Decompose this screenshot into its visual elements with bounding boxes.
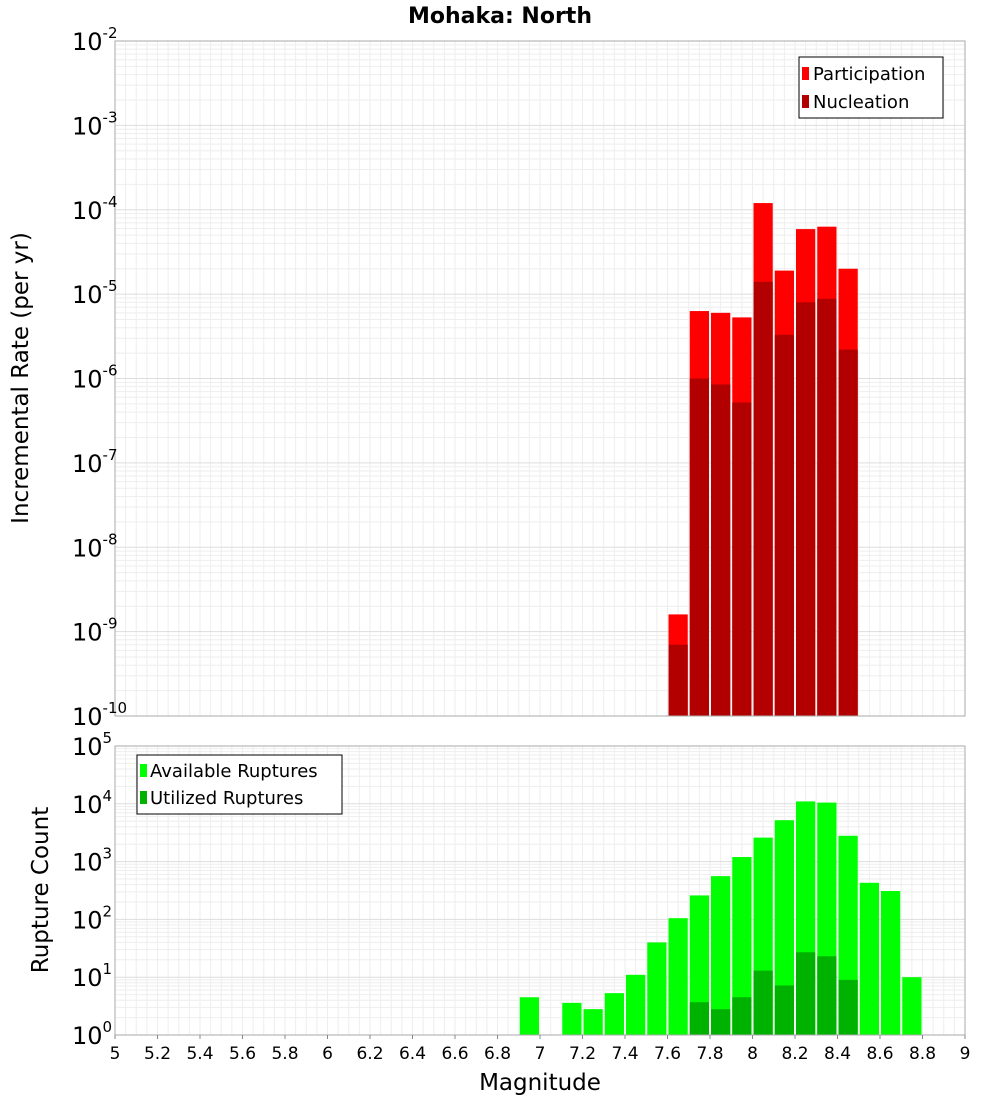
top-bar-nucleation [774, 334, 794, 716]
top-plot-border [114, 40, 966, 717]
bottom-bar-available-ruptures [626, 974, 646, 1035]
x-tick-label: 7.8 [696, 1044, 723, 1064]
bottom-bar-utilized-ruptures [732, 997, 752, 1035]
bottom-bar-available-ruptures [711, 876, 731, 1035]
bottom-bar-available-ruptures [881, 890, 901, 1035]
x-tick-label: 7 [535, 1044, 546, 1064]
top-bar-nucleation [817, 298, 837, 716]
bottom-bars [519, 801, 922, 1035]
x-tick-label: 5.6 [229, 1044, 256, 1064]
x-tick-label: 8.2 [781, 1044, 808, 1064]
x-tick-label: 8 [747, 1044, 758, 1064]
bottom-bar-available-ruptures [668, 918, 688, 1035]
top-gridlines [114, 41, 966, 717]
x-tick-label: 8.4 [824, 1044, 851, 1064]
x-tick-label: 5 [110, 1044, 121, 1064]
legend-swatch-nucleation [802, 95, 809, 108]
top-bar-nucleation [753, 281, 773, 716]
x-tick-label: 5.4 [186, 1044, 213, 1064]
top-y-tick-label: 10-8 [72, 530, 118, 562]
bottom-bar-utilized-ruptures [817, 956, 837, 1035]
x-tick-label: 9 [960, 1044, 971, 1064]
bottom-bar-utilized-ruptures [774, 985, 794, 1035]
top-bar-nucleation [711, 384, 731, 716]
top-legend: Participation Nucleation [798, 56, 944, 119]
legend-swatch-participation [802, 67, 809, 80]
x-axis-title: Magnitude [479, 1070, 601, 1096]
bottom-bar-utilized-ruptures [711, 1009, 731, 1035]
top-bar-nucleation [838, 349, 858, 716]
x-tick-label: 7.6 [654, 1044, 681, 1064]
legend-label-available: Available Ruptures [150, 761, 318, 782]
bottom-bar-available-ruptures [583, 1009, 603, 1035]
top-y-tick-label: 10-3 [72, 108, 118, 140]
x-tick-label: 6 [322, 1044, 333, 1064]
x-tick-label: 6.4 [399, 1044, 426, 1064]
bottom-bar-available-ruptures [519, 997, 539, 1035]
top-y-axis-title: Incremental Rate (per yr) [8, 232, 34, 524]
bottom-bar-available-ruptures [562, 1002, 582, 1035]
x-tick-label: 6.8 [484, 1044, 511, 1064]
legend-label-utilized: Utilized Ruptures [150, 788, 303, 809]
legend-swatch-utilized [140, 791, 147, 804]
x-tick-labels: 5 5.2 5.4 5.6 5.8 6 6.2 6.4 6.6 6.8 7 7.2 7.4 7.6 7.8 8… [110, 1035, 971, 1064]
x-tick-label: 8.6 [866, 1044, 893, 1064]
bottom-bar-utilized-ruptures [796, 952, 816, 1035]
x-tick-label: 5.2 [144, 1044, 171, 1064]
bottom-y-axis-title: Rupture Count [28, 807, 54, 973]
legend-label-participation: Participation [813, 64, 925, 85]
bottom-bar-available-ruptures [647, 942, 667, 1035]
x-tick-label: 8.8 [909, 1044, 936, 1064]
bottom-bar-utilized-ruptures [689, 1002, 709, 1035]
top-plot-panel: 10-210-310-410-510-610-710-810-910-10 In… [8, 24, 966, 731]
legend-label-nucleation: Nucleation [813, 92, 909, 113]
top-bar-nucleation [689, 378, 709, 716]
top-bars [668, 203, 858, 717]
bottom-legend-box [136, 754, 343, 815]
chart-title: Mohaka: North [408, 4, 592, 29]
x-tick-label: 6.6 [441, 1044, 468, 1064]
bottom-legend: Available Ruptures Utilized Ruptures [136, 754, 343, 815]
x-tick-label: 5.8 [271, 1044, 298, 1064]
bottom-bar-available-ruptures [604, 993, 624, 1035]
bottom-bar-utilized-ruptures [838, 979, 858, 1035]
top-bar-nucleation [796, 302, 816, 716]
x-tick-label: 7.4 [611, 1044, 638, 1064]
legend-swatch-available [140, 764, 147, 777]
top-legend-box [798, 56, 944, 119]
top-y-tick-label: 10-7 [72, 446, 118, 478]
x-tick-label: 6.2 [356, 1044, 383, 1064]
top-bar-nucleation [732, 402, 752, 716]
bottom-bar-available-ruptures [774, 820, 794, 1035]
bottom-bar-available-ruptures [902, 977, 922, 1035]
top-y-tick-label: 10-6 [72, 362, 118, 394]
bottom-bar-utilized-ruptures [753, 970, 773, 1035]
bottom-bar-available-ruptures [732, 857, 752, 1035]
bottom-bar-available-ruptures [859, 882, 879, 1035]
top-bar-nucleation [668, 644, 688, 716]
bottom-bar-available-ruptures [689, 895, 709, 1035]
x-tick-label: 7.2 [569, 1044, 596, 1064]
